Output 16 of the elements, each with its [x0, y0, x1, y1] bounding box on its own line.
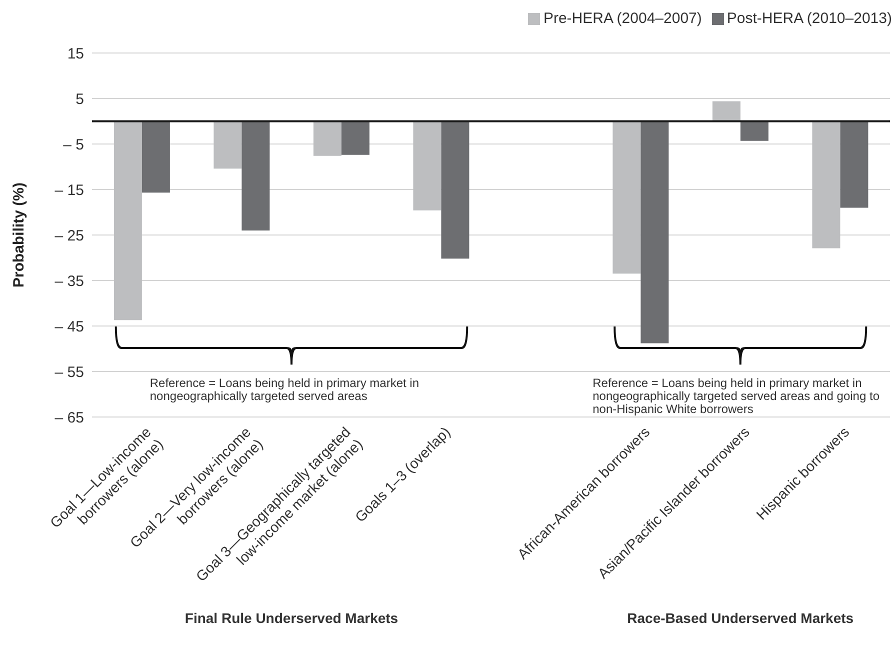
text: Final Rule Underserved Markets	[184, 610, 400, 626]
y-tick-label: – 45	[54, 318, 84, 336]
annotation: Reference = Loans being held in primary market in nongeographically targeted served areas and going to non-Hispanic White borrowers	[592, 376, 880, 416]
text: Race-Based Underserved Markets	[626, 610, 855, 626]
y-tick-label: – 25	[54, 227, 84, 244]
y-tick-label: – 15	[54, 182, 84, 199]
y-tick-label: – 55	[54, 364, 84, 381]
y-tick-label: 15	[67, 45, 84, 62]
y-axis-title: Probability (%)	[10, 182, 28, 288]
y-tick-label: – 5	[63, 136, 84, 154]
legend-label: Post-HERA (2010–2013)	[726, 10, 892, 27]
y-tick-label: 5	[76, 90, 84, 108]
y-tick-label: – 65	[54, 409, 84, 426]
annotation: Reference = Loans being held in primary market in nongeographically targeted served areas	[150, 376, 420, 403]
y-tick-label: – 35	[54, 272, 84, 290]
legend-label: Pre-HERA (2004–2007)	[542, 10, 702, 27]
